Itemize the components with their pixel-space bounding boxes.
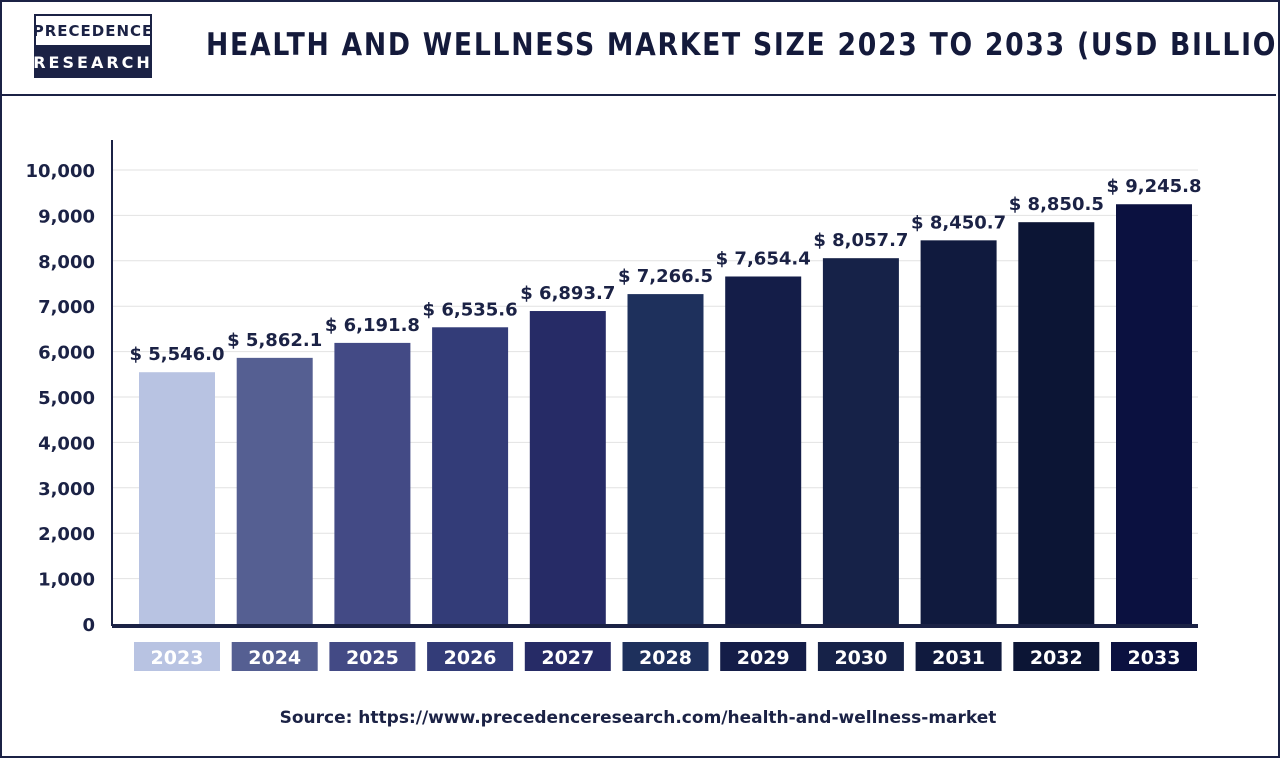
x-tick-label: 2029 bbox=[737, 647, 790, 669]
bar bbox=[139, 372, 215, 624]
category-badge bbox=[1013, 642, 1100, 671]
x-tick-label: 2031 bbox=[932, 647, 985, 669]
category-badge bbox=[329, 642, 416, 671]
data-label: $ 8,450.7 bbox=[911, 212, 1006, 233]
bar bbox=[236, 357, 313, 624]
x-tick-label: 2027 bbox=[541, 647, 594, 669]
x-tick-label: 2033 bbox=[1128, 647, 1181, 669]
x-tick-label: 2025 bbox=[346, 647, 399, 669]
x-tick-label: 2023 bbox=[151, 647, 204, 669]
y-tick-label: 8,000 bbox=[38, 252, 95, 273]
bar bbox=[1116, 204, 1192, 625]
x-tick-label: 2030 bbox=[834, 647, 887, 669]
bar bbox=[1018, 222, 1095, 624]
header: PRECEDENCE RESEARCH HEALTH AND WELLNESS … bbox=[0, 0, 1280, 96]
y-tick-label: 9,000 bbox=[38, 206, 95, 227]
data-label: $ 9,245.8 bbox=[1106, 176, 1201, 197]
y-tick-label: 6,000 bbox=[38, 343, 95, 364]
data-label: $ 5,862.1 bbox=[227, 330, 322, 351]
bar bbox=[432, 327, 509, 624]
data-label: $ 5,546.0 bbox=[129, 344, 224, 365]
category-badge bbox=[622, 642, 709, 671]
data-label: $ 6,535.6 bbox=[423, 299, 518, 320]
y-tick-label: 2,000 bbox=[38, 524, 95, 545]
y-tick-label: 5,000 bbox=[38, 388, 95, 409]
category-badge bbox=[915, 642, 1002, 671]
logo-bottom-text: RESEARCH bbox=[33, 47, 152, 78]
data-label: $ 8,850.5 bbox=[1009, 194, 1104, 215]
logo-top-text: PRECEDENCE bbox=[33, 14, 152, 47]
y-tick-label: 4,000 bbox=[38, 433, 95, 454]
data-label: $ 8,057.7 bbox=[813, 230, 908, 251]
bar bbox=[725, 276, 802, 624]
precedence-research-logo: PRECEDENCE RESEARCH bbox=[33, 14, 152, 78]
data-label: $ 6,893.7 bbox=[520, 283, 615, 304]
x-tick-label: 2032 bbox=[1030, 647, 1083, 669]
x-axis bbox=[112, 624, 1198, 628]
x-tick-label: 2026 bbox=[444, 647, 497, 669]
y-tick-label: 10,000 bbox=[26, 161, 95, 182]
page-title: HEALTH AND WELLNESS MARKET SIZE 2023 TO … bbox=[206, 27, 1280, 63]
category-badge bbox=[524, 642, 611, 671]
category-badge bbox=[720, 642, 807, 671]
x-tick-label: 2028 bbox=[639, 647, 692, 669]
bar bbox=[627, 294, 704, 624]
bar bbox=[822, 258, 899, 624]
y-tick-label: 3,000 bbox=[38, 479, 95, 500]
bar bbox=[334, 342, 411, 624]
source-text: Source: https://www.precedenceresearch.c… bbox=[279, 708, 997, 728]
category-badge bbox=[231, 642, 318, 671]
y-tick-label: 7,000 bbox=[38, 297, 95, 318]
y-tick-label: 1,000 bbox=[38, 570, 95, 591]
category-badge bbox=[817, 642, 904, 671]
category-badge bbox=[427, 642, 514, 671]
bar bbox=[529, 311, 606, 624]
data-label: $ 7,654.4 bbox=[716, 248, 811, 269]
x-tick-label: 2024 bbox=[248, 647, 301, 669]
category-badge bbox=[134, 642, 220, 671]
bar bbox=[920, 240, 997, 624]
category-badge bbox=[1111, 642, 1197, 671]
data-label: $ 7,266.5 bbox=[618, 266, 713, 287]
y-tick-label: 0 bbox=[82, 615, 95, 636]
data-label: $ 6,191.8 bbox=[325, 315, 420, 336]
